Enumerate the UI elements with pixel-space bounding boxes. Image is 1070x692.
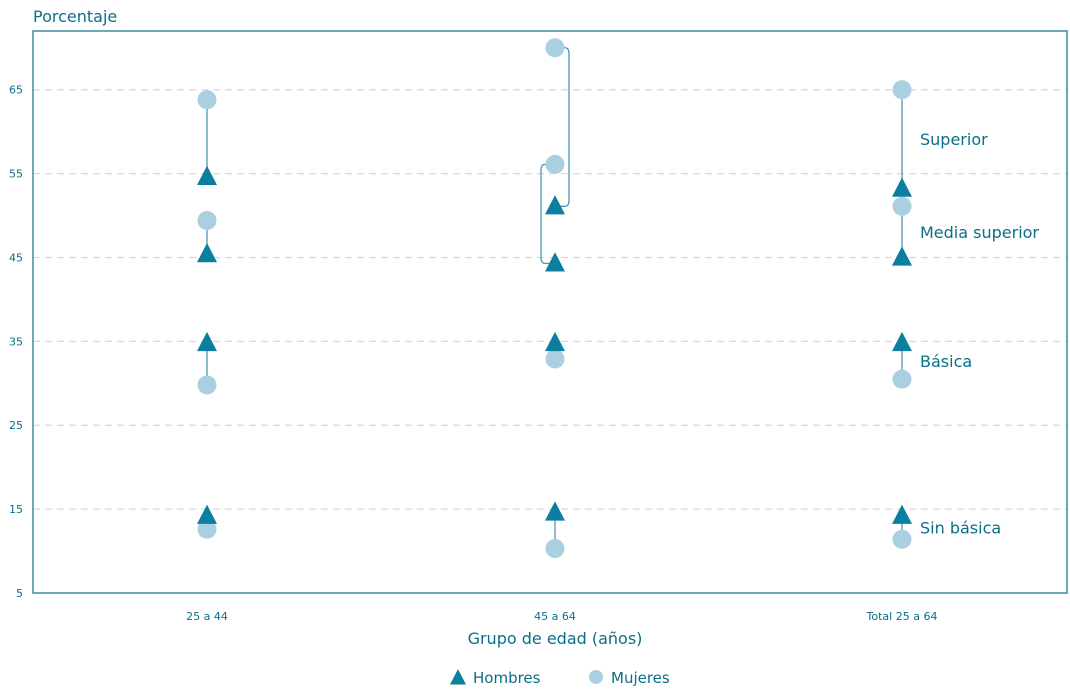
- hombres-point: [197, 331, 217, 352]
- mujeres-point: [197, 211, 217, 231]
- x-tick-label: 25 a 44: [186, 610, 228, 623]
- mujeres-point: [545, 154, 565, 174]
- level-label: Básica: [920, 352, 972, 371]
- hombres-point: [545, 501, 565, 521]
- hombres-point: [197, 165, 217, 186]
- hombres-point: [197, 504, 217, 524]
- hombres-point: [545, 252, 565, 272]
- legend: Hombres Mujeres: [450, 669, 670, 687]
- legend-item-mujeres: Mujeres: [589, 669, 670, 687]
- x-axis-ticks: 25 a 44 45 a 64 Total 25 a 64: [186, 610, 937, 623]
- y-axis-ticks: 5 15 25 35 45 55 65: [9, 84, 23, 600]
- y-tick-label: 35: [9, 335, 23, 348]
- y-tick-label: 5: [16, 587, 23, 600]
- x-axis-title: Grupo de edad (años): [468, 629, 643, 648]
- y-tick-label: 15: [9, 503, 23, 516]
- level-label: Media superior: [920, 223, 1039, 242]
- y-tick-label: 25: [9, 419, 23, 432]
- hombres-point: [197, 242, 217, 263]
- hombres-point: [892, 246, 912, 266]
- hombres-point: [892, 177, 912, 197]
- connector-line: [555, 47, 570, 207]
- marker-layer: [197, 38, 912, 559]
- legend-circle-icon: [589, 670, 603, 684]
- mujeres-point: [892, 369, 912, 389]
- mujeres-point: [892, 196, 912, 216]
- plot-frame: [32, 30, 1068, 594]
- x-tick-label: 45 a 64: [534, 610, 576, 623]
- mujeres-point: [197, 519, 217, 539]
- hombres-point: [892, 331, 912, 352]
- grid-layer: [33, 89, 1067, 510]
- mujeres-point: [892, 529, 912, 549]
- level-label: Superior: [920, 130, 988, 149]
- y-tick-label: 65: [9, 84, 23, 97]
- mujeres-point: [545, 349, 565, 369]
- hombres-point: [545, 331, 565, 352]
- x-tick-label: Total 25 a 64: [866, 610, 938, 623]
- level-label: Sin básica: [920, 519, 1001, 538]
- hombres-point: [545, 195, 565, 215]
- y-tick-label: 55: [9, 168, 23, 181]
- hombres-point: [892, 504, 912, 524]
- legend-item-hombres: Hombres: [450, 669, 541, 687]
- legend-label-hombres: Hombres: [473, 669, 541, 687]
- legend-triangle-icon: [450, 669, 466, 685]
- connector-line: [540, 163, 555, 264]
- legend-label-mujeres: Mujeres: [611, 669, 670, 687]
- connector-layer: [206, 47, 903, 549]
- y-axis-title: Porcentaje: [33, 7, 117, 26]
- mujeres-point: [197, 375, 217, 395]
- mujeres-point: [545, 539, 565, 559]
- y-tick-label: 45: [9, 251, 23, 264]
- mujeres-point: [892, 80, 912, 100]
- mujeres-point: [545, 38, 565, 58]
- level-labels: Sin básica Básica Media superior Superior: [920, 130, 1039, 537]
- mujeres-point: [197, 90, 217, 110]
